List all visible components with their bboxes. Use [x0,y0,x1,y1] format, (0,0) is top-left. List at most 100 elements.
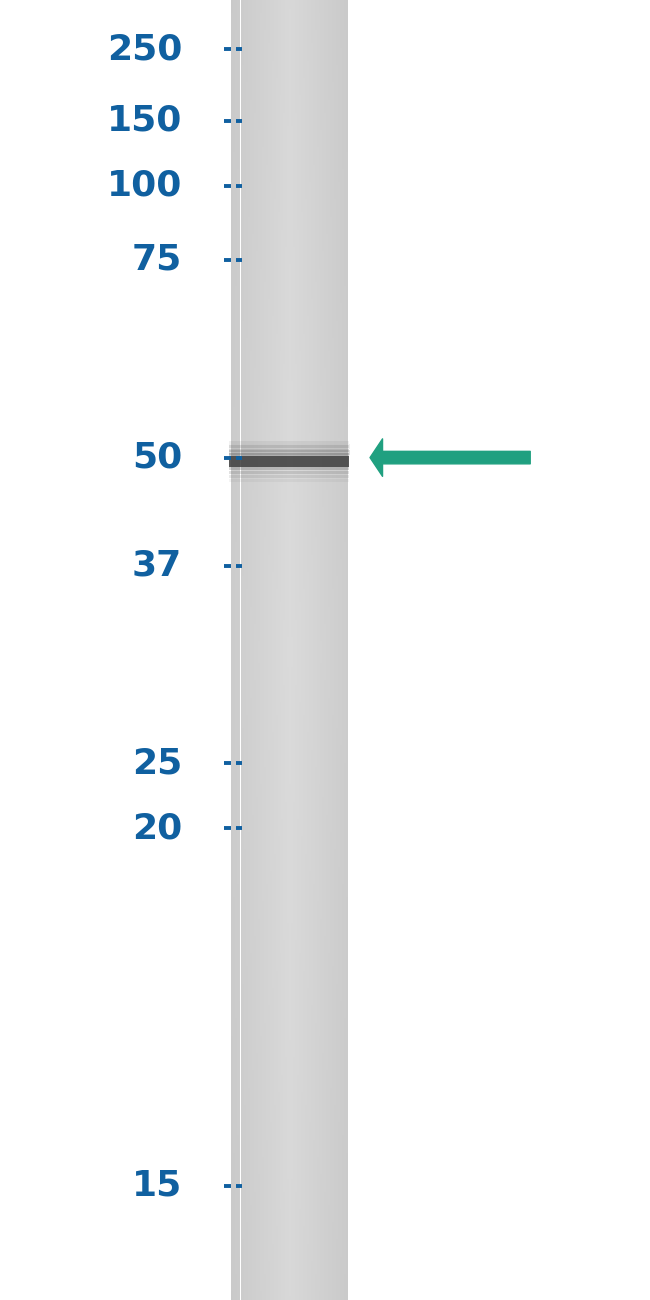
Bar [318,139,320,144]
Bar [293,234,295,239]
Bar [280,979,281,985]
Bar [332,1140,334,1145]
Bar [344,191,346,196]
Bar [330,373,332,378]
Bar [233,637,235,642]
Bar [344,256,346,261]
Bar [297,494,299,499]
Bar [317,65,318,70]
Bar [322,1161,324,1167]
Bar [344,784,346,790]
Bar [303,546,305,551]
Bar [313,862,315,868]
Bar [235,1040,237,1045]
Bar [297,832,299,837]
Bar [285,1226,287,1232]
Bar [336,48,338,53]
Bar [260,776,262,781]
Bar [330,888,332,894]
Bar [320,728,322,733]
Bar [258,1261,260,1266]
Bar [239,147,240,153]
Bar [320,30,322,36]
Bar [237,208,239,213]
Bar [346,880,348,885]
Bar [287,1131,289,1136]
Bar [311,550,313,556]
Bar [318,1010,320,1015]
Bar [293,468,295,473]
Bar [264,793,266,798]
Bar [250,48,252,53]
Bar [326,364,328,369]
Bar [258,61,260,66]
Bar [250,368,252,374]
Bar [311,949,313,954]
Bar [250,875,252,881]
Bar [315,260,317,265]
Bar [270,78,272,83]
Bar [274,243,276,248]
Bar [268,199,270,205]
Bar [254,875,256,881]
Bar [246,953,248,959]
Bar [318,1018,320,1024]
Bar [301,1205,303,1210]
Bar [239,516,240,521]
Bar [270,550,272,556]
Bar [237,355,239,361]
Bar [305,984,307,989]
Bar [280,451,281,456]
Bar [280,936,281,941]
Bar [317,43,318,49]
Bar [270,82,272,88]
Bar [303,1118,305,1123]
Bar [291,1066,293,1071]
Bar [258,901,260,907]
Bar [320,273,322,278]
Bar [270,1101,272,1106]
Bar [328,108,330,114]
Bar [315,1179,317,1184]
Bar [264,780,266,785]
Bar [274,654,276,660]
Bar [252,104,254,109]
Bar [344,611,346,616]
Bar [291,238,293,244]
Bar [264,1213,266,1219]
Bar [235,13,237,18]
Bar [231,156,233,161]
Bar [254,126,256,131]
Bar [231,329,233,335]
Bar [289,1278,291,1284]
Bar [287,143,289,148]
Bar [328,399,330,404]
Bar [237,117,239,122]
Bar [244,628,246,634]
Bar [252,1144,254,1149]
Bar [346,1014,348,1019]
Bar [244,325,246,330]
Bar [303,234,305,239]
Bar [240,650,242,655]
Bar [248,1036,250,1041]
Bar [287,1235,289,1240]
Bar [276,1213,278,1219]
Bar [293,498,295,504]
Bar [311,793,313,798]
Bar [264,962,266,967]
Bar [344,711,346,716]
Bar [280,529,281,534]
Bar [283,737,285,742]
Bar [291,87,293,92]
Bar [324,1226,326,1232]
Bar [260,598,262,603]
Bar [328,234,330,239]
Bar [318,997,320,1002]
Bar [330,30,332,36]
Bar [252,711,254,716]
Bar [324,789,326,794]
Bar [283,594,285,599]
Bar [305,615,307,621]
Bar [320,763,322,768]
